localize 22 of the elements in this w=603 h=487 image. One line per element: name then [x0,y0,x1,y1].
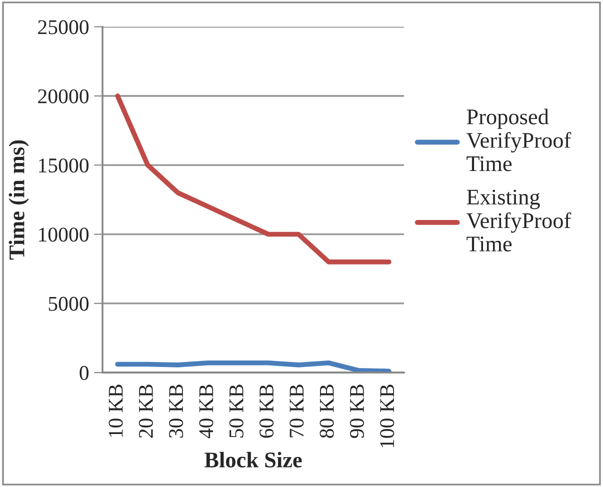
x-tick-label: 90 KB [350,384,364,438]
x-tick-label: 20 KB [138,384,153,438]
x-axis-title: Block Size [204,452,302,468]
y-axis-title: Time (in ms) [8,140,29,260]
legend-label: Existing VerifyProof Time [466,190,572,252]
line-series [115,360,392,373]
y-tick-label: 10000 [39,228,89,242]
y-tick-label: 5000 [48,296,89,311]
x-tick-label: 10 KB [108,384,123,437]
x-tick-label: 50 KB [229,384,244,438]
line-series [115,94,392,264]
x-tick-label: 70 KB [290,384,304,438]
x-tick-label: 80 KB [320,384,334,438]
y-tick-label: 20000 [38,89,89,104]
y-tick-label: 15000 [39,158,89,173]
x-tick-label: 60 KB [259,384,274,438]
x-tick-label: 100 KB [380,384,394,448]
x-tick-label: 30 KB [169,384,184,438]
y-tick-label: 0 [80,366,89,380]
legend-label: Proposed VerifyProof Time [466,108,572,172]
y-tick-label: 25000 [38,20,89,34]
x-tick-label: 40 KB [199,384,214,438]
